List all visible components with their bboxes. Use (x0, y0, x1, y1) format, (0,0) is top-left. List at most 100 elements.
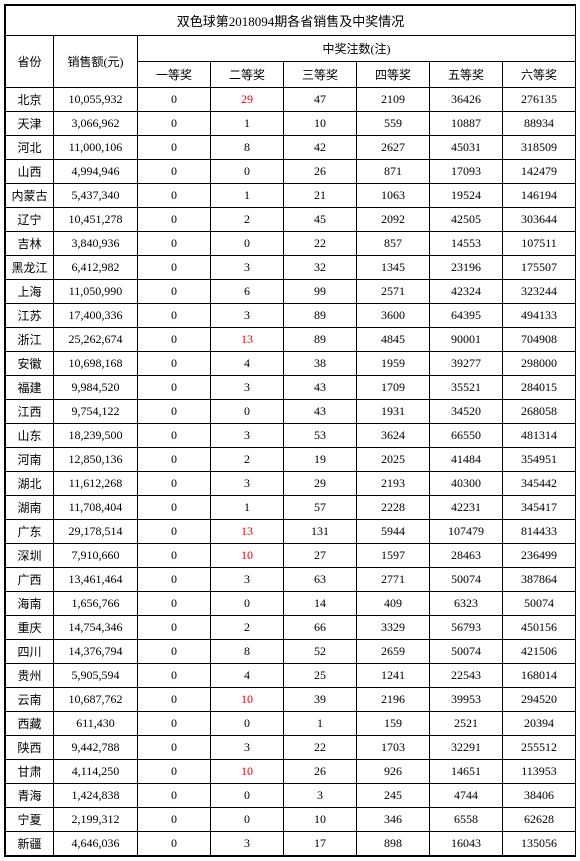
cell-sales: 1,424,838 (54, 784, 138, 808)
cell-prize-5: 64395 (430, 304, 503, 328)
cell-prize-1: 0 (138, 784, 211, 808)
cell-sales: 10,055,932 (54, 88, 138, 112)
cell-prize-1: 0 (138, 376, 211, 400)
cell-prize-1: 0 (138, 832, 211, 856)
cell-sales: 29,178,514 (54, 520, 138, 544)
cell-prize-2: 0 (211, 160, 284, 184)
lottery-table: 双色球第2018094期各省销售及中奖情况 省份 销售额(元) 中奖注数(注) … (5, 5, 576, 856)
cell-prize-1: 0 (138, 736, 211, 760)
cell-prize-6: 345417 (503, 496, 576, 520)
cell-province: 安徽 (6, 352, 54, 376)
cell-sales: 4,646,036 (54, 832, 138, 856)
cell-prize-2: 1 (211, 184, 284, 208)
cell-prize-6: 175507 (503, 256, 576, 280)
cell-prize-1: 0 (138, 496, 211, 520)
cell-prize-3: 19 (284, 448, 357, 472)
cell-prize-2: 6 (211, 280, 284, 304)
cell-prize-2: 2 (211, 616, 284, 640)
cell-prize-5: 23196 (430, 256, 503, 280)
cell-province: 江苏 (6, 304, 54, 328)
cell-prize-4: 5944 (357, 520, 430, 544)
cell-sales: 5,437,340 (54, 184, 138, 208)
cell-sales: 10,687,762 (54, 688, 138, 712)
cell-province: 湖北 (6, 472, 54, 496)
cell-prize-4: 1709 (357, 376, 430, 400)
cell-prize-5: 6558 (430, 808, 503, 832)
cell-prize-6: 142479 (503, 160, 576, 184)
cell-prize-6: 276135 (503, 88, 576, 112)
cell-prize-5: 35521 (430, 376, 503, 400)
cell-prize-4: 1345 (357, 256, 430, 280)
cell-prize-5: 22543 (430, 664, 503, 688)
table-row: 贵州5,905,5940425124122543168014 (6, 664, 576, 688)
cell-sales: 9,754,122 (54, 400, 138, 424)
cell-prize-2: 3 (211, 424, 284, 448)
cell-prize-1: 0 (138, 424, 211, 448)
cell-sales: 3,840,936 (54, 232, 138, 256)
cell-prize-2: 2 (211, 208, 284, 232)
cell-prize-4: 245 (357, 784, 430, 808)
cell-prize-3: 39 (284, 688, 357, 712)
table-row: 北京10,055,93202947210936426276135 (6, 88, 576, 112)
cell-prize-2: 1 (211, 112, 284, 136)
cell-province: 天津 (6, 112, 54, 136)
cell-prize-6: 323244 (503, 280, 576, 304)
cell-sales: 25,262,674 (54, 328, 138, 352)
cell-sales: 10,698,168 (54, 352, 138, 376)
cell-prize-4: 1959 (357, 352, 430, 376)
table-row: 江苏17,400,3360389360064395494133 (6, 304, 576, 328)
table-row: 新疆4,646,036031789816043135056 (6, 832, 576, 856)
cell-prize-3: 26 (284, 760, 357, 784)
table-row: 内蒙古5,437,3400121106319524146194 (6, 184, 576, 208)
table-title: 双色球第2018094期各省销售及中奖情况 (6, 6, 576, 36)
cell-prize-5: 42324 (430, 280, 503, 304)
cell-sales: 5,905,594 (54, 664, 138, 688)
cell-prize-2: 8 (211, 136, 284, 160)
cell-prize-4: 2659 (357, 640, 430, 664)
table-row: 四川14,376,7940852265950074421506 (6, 640, 576, 664)
table-row: 宁夏2,199,3120010346655862628 (6, 808, 576, 832)
cell-prize-1: 0 (138, 808, 211, 832)
cell-sales: 3,066,962 (54, 112, 138, 136)
cell-prize-3: 52 (284, 640, 357, 664)
cell-prize-4: 2109 (357, 88, 430, 112)
cell-prize-5: 42505 (430, 208, 503, 232)
cell-prize-4: 3600 (357, 304, 430, 328)
cell-prize-6: 298000 (503, 352, 576, 376)
cell-prize-3: 10 (284, 112, 357, 136)
cell-prize-3: 43 (284, 376, 357, 400)
cell-prize-5: 50074 (430, 640, 503, 664)
cell-prize-2: 10 (211, 760, 284, 784)
header-province: 省份 (6, 36, 54, 88)
cell-prize-3: 32 (284, 256, 357, 280)
table-row: 广西13,461,4640363277150074387864 (6, 568, 576, 592)
cell-prize-6: 168014 (503, 664, 576, 688)
cell-province: 辽宁 (6, 208, 54, 232)
cell-prize-1: 0 (138, 304, 211, 328)
cell-prize-2: 3 (211, 304, 284, 328)
cell-prize-1: 0 (138, 592, 211, 616)
table-row: 湖南11,708,4040157222842231345417 (6, 496, 576, 520)
table-row: 深圳7,910,66001027159728463236499 (6, 544, 576, 568)
cell-sales: 18,239,500 (54, 424, 138, 448)
cell-prize-2: 4 (211, 664, 284, 688)
cell-province: 河北 (6, 136, 54, 160)
cell-prize-1: 0 (138, 184, 211, 208)
table-row: 甘肃4,114,2500102692614651113953 (6, 760, 576, 784)
cell-prize-6: 113953 (503, 760, 576, 784)
cell-prize-3: 47 (284, 88, 357, 112)
cell-prize-6: 294520 (503, 688, 576, 712)
cell-prize-4: 1063 (357, 184, 430, 208)
cell-prize-4: 1703 (357, 736, 430, 760)
cell-prize-6: 814433 (503, 520, 576, 544)
cell-prize-3: 45 (284, 208, 357, 232)
table-row: 吉林3,840,936002285714553107511 (6, 232, 576, 256)
table-row: 重庆14,754,3460266332956793450156 (6, 616, 576, 640)
cell-prize-3: 27 (284, 544, 357, 568)
cell-sales: 14,754,346 (54, 616, 138, 640)
cell-prize-6: 38406 (503, 784, 576, 808)
cell-prize-3: 42 (284, 136, 357, 160)
cell-prize-3: 89 (284, 328, 357, 352)
cell-prize-4: 926 (357, 760, 430, 784)
cell-prize-2: 29 (211, 88, 284, 112)
